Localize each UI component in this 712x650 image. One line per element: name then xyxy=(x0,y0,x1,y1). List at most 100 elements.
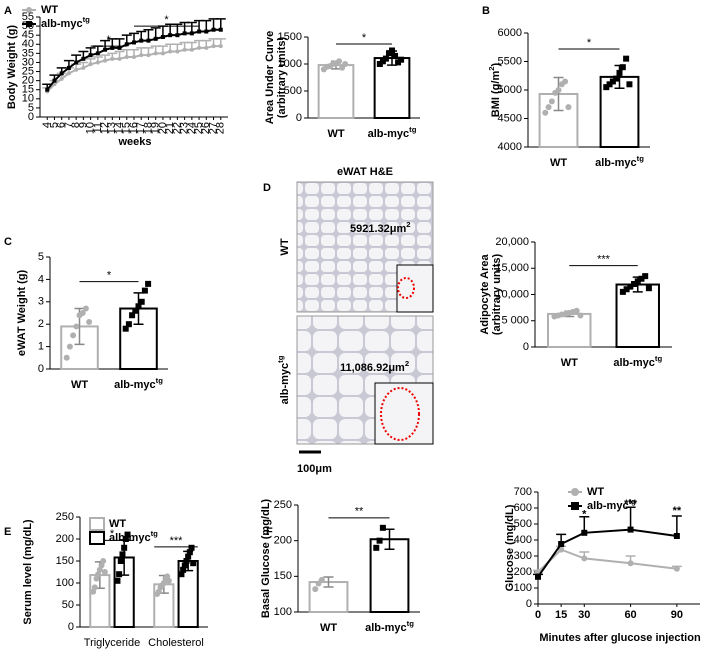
data-point xyxy=(558,546,565,553)
data-point xyxy=(146,38,151,43)
inset-wt xyxy=(396,264,434,313)
bar xyxy=(317,64,355,119)
x-tick-label: alb-myctg xyxy=(613,354,662,369)
y-axis-label: eWAT Weight (g) xyxy=(16,269,28,356)
x-tick-label: 21 xyxy=(164,122,176,134)
y-tick-label: 0 xyxy=(296,112,302,124)
data-point xyxy=(581,529,588,536)
area-label: 5921.32μm2 xyxy=(350,220,411,235)
bar xyxy=(373,57,411,119)
text-part: alb-myc xyxy=(365,622,407,634)
data-point xyxy=(613,75,620,82)
x-tick-label: 17 xyxy=(135,122,147,134)
text-part: tg xyxy=(655,354,663,363)
data-point xyxy=(204,29,209,34)
y-axis-label: Area Under Curve xyxy=(264,31,276,125)
x-axis-label: weeks xyxy=(117,136,151,148)
y-tick-label: 30 xyxy=(22,56,34,68)
data-point xyxy=(627,526,634,533)
data-point xyxy=(318,576,325,583)
data-point xyxy=(70,332,77,339)
text-part: ) xyxy=(490,62,502,66)
cell-outline xyxy=(380,387,420,441)
panel-letter: E xyxy=(4,526,11,538)
x-tick-label: 18 xyxy=(142,122,154,134)
data-point xyxy=(562,78,569,85)
legend-label: WT xyxy=(41,4,58,16)
data-point xyxy=(122,325,129,332)
x-tick-label: 16 xyxy=(128,122,140,134)
y-axis-label: BMI (g/m2) xyxy=(487,62,502,117)
data-point xyxy=(63,354,70,361)
y-axis-label: (arbitrary units) xyxy=(276,37,288,119)
x-tick-label: 14 xyxy=(113,122,125,134)
text-part: alb-myc xyxy=(595,157,637,169)
x-tick-label: WT xyxy=(71,379,88,391)
error-bar xyxy=(323,576,334,588)
data-point xyxy=(581,555,588,562)
data-point xyxy=(571,502,579,510)
data-point xyxy=(382,55,389,62)
data-point xyxy=(182,47,187,52)
data-point xyxy=(189,47,194,52)
y-tick-label: 4000 xyxy=(498,141,522,153)
y-tick-label: 1000 xyxy=(278,58,302,70)
y-tick-label: 400 xyxy=(514,534,532,546)
y-tick-label: 0 xyxy=(28,111,34,123)
data-point xyxy=(119,551,126,558)
data-point xyxy=(145,280,152,287)
data-point xyxy=(379,524,386,531)
significance-label: * xyxy=(164,14,169,26)
data-point xyxy=(160,51,165,56)
significance-label: ** xyxy=(673,505,682,517)
data-point xyxy=(398,56,405,63)
data-point xyxy=(197,29,202,34)
error-bar xyxy=(625,506,636,530)
data-point xyxy=(392,52,399,59)
micrographs xyxy=(296,181,434,454)
y-tick-label: 50 xyxy=(62,599,74,611)
data-point xyxy=(129,312,136,319)
text-part: BMI (g/m xyxy=(490,71,502,118)
data-point xyxy=(124,55,129,59)
text-part: alb-myc xyxy=(613,357,655,369)
panel-letter: B xyxy=(482,5,490,17)
data-point xyxy=(626,81,633,88)
y-tick-label: 500 xyxy=(514,518,532,530)
text-part: tg xyxy=(151,529,159,538)
text-part: tg xyxy=(637,154,645,163)
data-point xyxy=(125,321,132,328)
y-axis-label: (arbitrary units) xyxy=(491,254,503,336)
significance-label: * xyxy=(110,528,115,540)
y-tick-label: 15,000 xyxy=(495,262,529,274)
y-tick-label: 5 xyxy=(28,102,34,114)
data-point xyxy=(336,58,343,65)
data-point xyxy=(645,285,652,292)
x-tick-label: 20 xyxy=(157,122,169,134)
data-point xyxy=(211,44,216,49)
panel-letter: A xyxy=(4,5,12,17)
x-tick-label: Cholesterol xyxy=(148,637,204,649)
significance-label: * xyxy=(587,37,592,49)
data-point xyxy=(188,544,195,551)
data-point xyxy=(141,287,148,294)
y-tick-label: 100 xyxy=(56,577,74,589)
x-tick-label: Triglyceride xyxy=(84,637,140,649)
data-point xyxy=(545,104,552,111)
error-bar xyxy=(384,528,395,550)
data-point xyxy=(135,303,142,310)
figure-title: eWAT H&E xyxy=(337,166,393,178)
y-tick-label: 4500 xyxy=(498,112,522,124)
y-tick-label: 150 xyxy=(56,555,74,567)
data-point xyxy=(45,87,50,92)
data-point xyxy=(73,323,80,330)
y-tick-label: 0 xyxy=(523,341,529,353)
y-tick-label: 0 xyxy=(68,621,74,633)
data-point xyxy=(178,571,185,578)
y-tick-label: 0 xyxy=(38,363,44,375)
x-tick-label: 4 xyxy=(41,122,53,128)
y-tick-label: 4 xyxy=(38,273,44,285)
x-tick-label: 24 xyxy=(186,122,198,134)
legend-swatch xyxy=(89,531,105,545)
